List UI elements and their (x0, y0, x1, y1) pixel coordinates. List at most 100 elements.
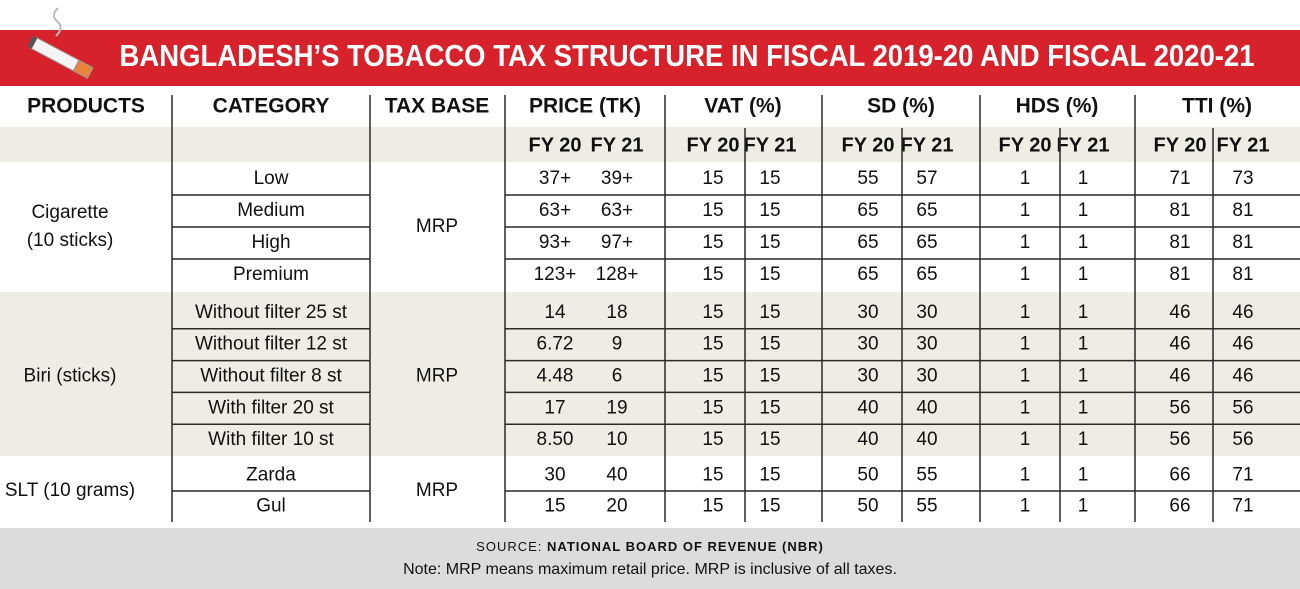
sub-header: FY 21 (591, 134, 644, 156)
cell-value: 65 (857, 200, 878, 221)
cell-value: 1 (1078, 366, 1089, 387)
cell-value: 97+ (601, 232, 633, 253)
cell-value: 63+ (539, 200, 571, 221)
cell-value: 19 (606, 397, 627, 418)
cell-value: 71 (1169, 168, 1190, 189)
cell-value: 81 (1232, 264, 1253, 285)
category: Medium (237, 200, 305, 221)
cell-value: 1 (1020, 465, 1031, 486)
cell-value: 56 (1169, 429, 1190, 450)
cell-value: 56 (1232, 429, 1253, 450)
cell-value: 15 (702, 397, 723, 418)
cell-value: 1 (1020, 200, 1031, 221)
title-bar (0, 30, 1300, 86)
cell-value: 15 (702, 302, 723, 323)
cell-value: 15 (759, 264, 780, 285)
cell-value: 6 (612, 366, 623, 387)
cell-value: 1 (1078, 429, 1089, 450)
cell-value: 10 (606, 429, 627, 450)
cell-value: 93+ (539, 232, 571, 253)
cell-value: 55 (916, 465, 937, 486)
cell-value: 15 (759, 397, 780, 418)
cell-value: 123+ (534, 264, 577, 285)
cell-value: 46 (1169, 334, 1190, 355)
tax-base: MRP (416, 366, 458, 387)
cell-value: 81 (1232, 232, 1253, 253)
cell-value: 14 (544, 302, 566, 323)
cell-value: 46 (1169, 302, 1190, 323)
cell-value: 30 (857, 302, 878, 323)
sub-header: FY 21 (901, 134, 954, 156)
category: With filter 10 st (208, 429, 334, 450)
cell-value: 1 (1020, 168, 1031, 189)
cell-value: 55 (857, 168, 878, 189)
category: Zarda (246, 465, 296, 486)
title: BANGLADESH’S TOBACCO TAX STRUCTURE IN FI… (120, 38, 1255, 73)
sub-header: FY 20 (999, 134, 1052, 156)
tax-base: MRP (416, 216, 458, 237)
cell-value: 40 (606, 465, 627, 486)
cell-value: 30 (916, 366, 937, 387)
cell-value: 15 (702, 232, 723, 253)
cell-value: 50 (857, 465, 878, 486)
cell-value: 1 (1020, 429, 1031, 450)
cell-value: 73 (1232, 168, 1253, 189)
cell-value: 46 (1169, 366, 1190, 387)
cell-value: 30 (857, 366, 878, 387)
column-header: VAT (%) (704, 95, 781, 118)
sub-header: FY 20 (529, 134, 582, 156)
note: Note: MRP means maximum retail price. MR… (403, 561, 897, 578)
cell-value: 57 (916, 168, 937, 189)
category: Premium (233, 264, 309, 285)
subheader-band (0, 127, 1300, 162)
column-header: SD (%) (867, 95, 935, 118)
cell-value: 56 (1232, 397, 1253, 418)
tax-base: MRP (416, 480, 458, 501)
column-header: HDS (%) (1016, 95, 1099, 118)
cell-value: 15 (759, 429, 780, 450)
cell-value: 15 (702, 429, 723, 450)
cell-value: 1 (1020, 264, 1031, 285)
cell-value: 40 (916, 429, 937, 450)
cell-value: 46 (1232, 302, 1253, 323)
cell-value: 1 (1020, 302, 1031, 323)
cell-value: 55 (916, 496, 937, 517)
cell-value: 15 (759, 232, 780, 253)
cell-value: 1 (1078, 397, 1089, 418)
cell-value: 1 (1020, 366, 1031, 387)
cell-value: 15 (759, 200, 780, 221)
group-band (0, 292, 1300, 456)
product-label: Cigarette (31, 202, 108, 223)
cell-value: 15 (702, 168, 723, 189)
cell-value: 1 (1078, 465, 1089, 486)
cell-value: 9 (612, 334, 623, 355)
sub-header: FY 20 (1154, 134, 1207, 156)
cell-value: 15 (759, 496, 780, 517)
cell-value: 15 (702, 465, 723, 486)
cell-value: 1 (1078, 496, 1089, 517)
sub-header: FY 21 (1217, 134, 1270, 156)
sub-header: FY 20 (842, 134, 895, 156)
cell-value: 71 (1232, 496, 1253, 517)
cell-value: 39+ (601, 168, 633, 189)
cell-value: 15 (759, 465, 780, 486)
cell-value: 1 (1020, 496, 1031, 517)
cell-value: 15 (759, 334, 780, 355)
cell-value: 1 (1078, 302, 1089, 323)
source: SOURCE: NATIONAL BOARD OF REVENUE (NBR) (476, 539, 824, 554)
cell-value: 65 (857, 264, 878, 285)
cell-value: 66 (1169, 496, 1190, 517)
cell-value: 66 (1169, 465, 1190, 486)
cell-value: 1 (1078, 200, 1089, 221)
cell-value: 30 (916, 302, 937, 323)
cell-value: 71 (1232, 465, 1253, 486)
cell-value: 81 (1169, 200, 1190, 221)
cell-value: 1 (1078, 334, 1089, 355)
cell-value: 15 (759, 366, 780, 387)
product-label: SLT (10 grams) (5, 480, 135, 501)
footer-band (0, 528, 1300, 589)
product-label: Biri (sticks) (24, 366, 117, 387)
sub-header: FY 21 (1057, 134, 1110, 156)
cell-value: 8.50 (537, 429, 574, 450)
cell-value: 65 (857, 232, 878, 253)
